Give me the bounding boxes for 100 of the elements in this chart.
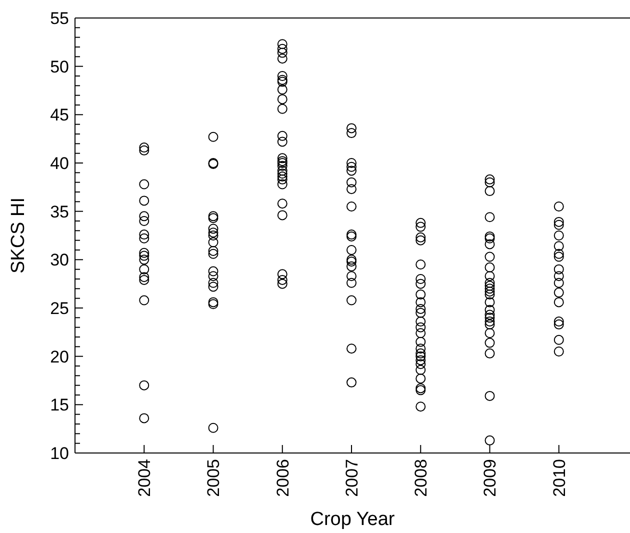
- point: [554, 230, 564, 240]
- point: [277, 198, 288, 209]
- point: [484, 186, 495, 196]
- point: [277, 269, 288, 280]
- point: [554, 216, 564, 227]
- point: [484, 284, 495, 294]
- point: [277, 136, 288, 147]
- point: [554, 220, 564, 230]
- point: [416, 222, 426, 232]
- point: [139, 254, 150, 265]
- point: [554, 316, 564, 327]
- point: [346, 295, 356, 306]
- point: [277, 160, 288, 171]
- point: [277, 278, 288, 289]
- point: [484, 310, 495, 320]
- point: [484, 280, 495, 291]
- point: [554, 278, 564, 288]
- point: [139, 145, 150, 156]
- point: [484, 328, 495, 338]
- point: [416, 316, 426, 327]
- point: [554, 319, 564, 330]
- point: [554, 288, 564, 298]
- point: [277, 174, 288, 184]
- point: [484, 239, 495, 250]
- point: [139, 295, 150, 306]
- point: [554, 346, 564, 356]
- point: [484, 435, 495, 446]
- point: [346, 377, 356, 388]
- point: [346, 158, 356, 168]
- point: [139, 216, 150, 226]
- point: [484, 304, 495, 315]
- point: [416, 351, 426, 362]
- point: [208, 228, 218, 238]
- point: [416, 232, 426, 242]
- point: [139, 196, 150, 206]
- point: [416, 260, 426, 270]
- point: [416, 364, 426, 375]
- point: [554, 271, 564, 282]
- point: [484, 297, 495, 308]
- point: [484, 252, 495, 262]
- point: [554, 297, 564, 308]
- point: [277, 94, 288, 104]
- point: [346, 123, 356, 134]
- point: [346, 162, 356, 172]
- point: [208, 248, 218, 259]
- point: [554, 241, 564, 252]
- point: [416, 289, 426, 300]
- point: [277, 54, 288, 64]
- y-tick-label: 15: [50, 396, 69, 415]
- point: [208, 266, 218, 276]
- point: [139, 142, 150, 153]
- point: [139, 380, 150, 390]
- point: [416, 374, 426, 384]
- point: [416, 274, 426, 284]
- point: [277, 179, 288, 190]
- point: [416, 355, 426, 366]
- point: [139, 233, 150, 244]
- point: [484, 177, 495, 188]
- point: [208, 224, 218, 234]
- point: [277, 166, 288, 176]
- point: [139, 413, 150, 424]
- point: [346, 166, 356, 176]
- point: [484, 262, 495, 272]
- point: [346, 184, 356, 194]
- point: [416, 218, 426, 228]
- point: [139, 264, 150, 274]
- point: [277, 168, 288, 179]
- x-tick-label: 2009: [480, 459, 500, 497]
- x-tick-label: 2006: [273, 459, 292, 497]
- y-tick-label: 25: [50, 298, 69, 318]
- point: [139, 179, 150, 190]
- point: [554, 264, 564, 274]
- point: [416, 235, 426, 246]
- x-tick-label: 2007: [342, 459, 362, 497]
- point: [208, 278, 218, 288]
- point: [416, 344, 426, 354]
- point: [416, 348, 426, 358]
- y-tick-label: 10: [50, 444, 69, 463]
- point: [277, 44, 288, 54]
- point: [484, 286, 495, 297]
- point: [208, 282, 218, 292]
- point: [416, 304, 426, 314]
- point: [484, 174, 495, 184]
- point: [346, 344, 356, 354]
- point: [484, 278, 495, 288]
- point: [277, 48, 288, 58]
- point: [346, 128, 356, 138]
- point: [139, 274, 150, 285]
- point: [484, 348, 495, 358]
- point: [139, 272, 150, 282]
- point: [484, 212, 495, 222]
- point: [416, 328, 426, 338]
- point: [208, 246, 218, 256]
- x-tick-label: 2004: [135, 459, 154, 497]
- point: [346, 261, 356, 272]
- point: [139, 250, 150, 261]
- point: [416, 322, 426, 332]
- point: [277, 39, 288, 50]
- point: [484, 338, 495, 348]
- y-tick-label: 20: [50, 347, 69, 366]
